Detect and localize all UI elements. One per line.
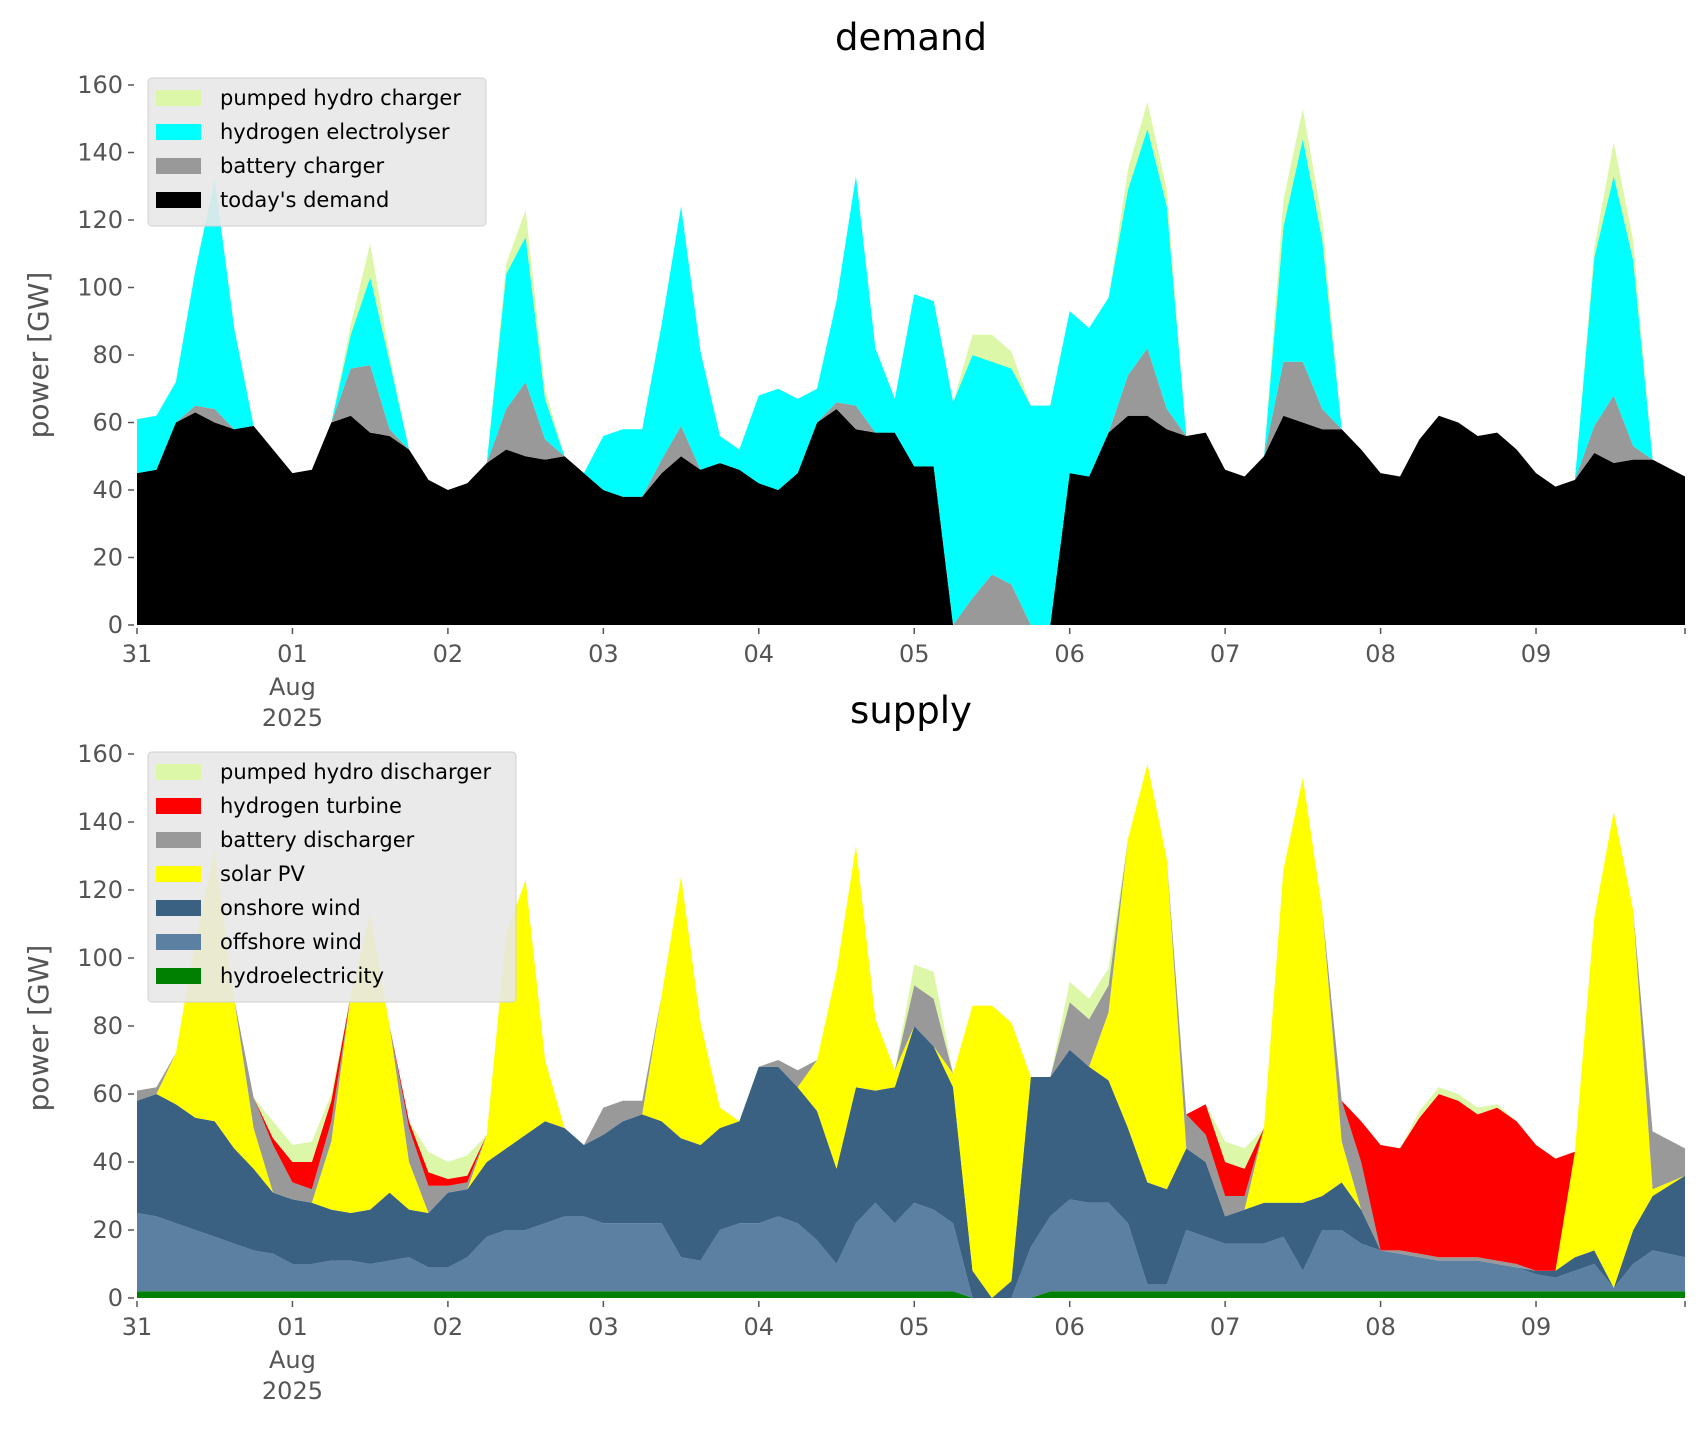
y-tick-label: 80 [92, 1012, 123, 1040]
legend-label-hydroelectricity: hydroelectricity [220, 964, 384, 988]
x-tick-label: 09 [1521, 640, 1552, 668]
legend-label-solar-pv: solar PV [220, 862, 305, 886]
x-tick-label: 03 [588, 1313, 619, 1341]
x-tick-label: 01 [277, 1313, 308, 1341]
y-tick-label: 60 [92, 409, 123, 437]
x-tick-label: 07 [1210, 1313, 1241, 1341]
y-tick-label: 120 [77, 876, 123, 904]
x-tick-label: 05 [899, 640, 930, 668]
x-tick-label: 05 [899, 1313, 930, 1341]
legend-swatch-today-s-demand [156, 192, 201, 208]
chart-title: supply [850, 689, 972, 732]
x-tick-month-label: Aug [269, 1346, 316, 1374]
legend-label-pumped-hydro-charger: pumped hydro charger [220, 86, 461, 110]
legend-label-pumped-hydro-discharger: pumped hydro discharger [220, 760, 491, 784]
x-tick-label: 06 [1054, 1313, 1085, 1341]
y-tick-label: 160 [77, 740, 123, 768]
legend-label-onshore-wind: onshore wind [220, 896, 361, 920]
x-tick-year-label: 2025 [262, 704, 323, 732]
x-tick-label: 02 [433, 1313, 464, 1341]
legend-label-today-s-demand: today's demand [220, 188, 389, 212]
y-axis-label: power [GW] [22, 272, 55, 439]
legend-swatch-offshore-wind [156, 934, 201, 950]
x-tick-label: 04 [744, 1313, 775, 1341]
y-tick-label: 60 [92, 1080, 123, 1108]
legend-label-battery-discharger: battery discharger [220, 828, 415, 852]
chart-title: demand [835, 16, 987, 59]
legend-swatch-hydrogen-turbine [156, 798, 201, 814]
legend-swatch-hydrogen-electrolyser [156, 124, 201, 140]
legend-label-offshore-wind: offshore wind [220, 930, 362, 954]
legend-swatch-pumped-hydro-discharger [156, 764, 201, 780]
x-tick-year-label: 2025 [262, 1377, 323, 1405]
y-tick-label: 20 [92, 1216, 123, 1244]
y-tick-label: 160 [77, 71, 123, 99]
y-tick-label: 20 [92, 544, 123, 572]
y-tick-label: 120 [77, 206, 123, 234]
legend-label-hydrogen-electrolyser: hydrogen electrolyser [220, 120, 450, 144]
x-tick-label: 31 [122, 1313, 153, 1341]
legend-swatch-battery-discharger [156, 832, 201, 848]
area-hydroelectricity [137, 1291, 1685, 1298]
legend-swatch-battery-charger [156, 158, 201, 174]
legend-swatch-onshore-wind [156, 900, 201, 916]
x-tick-month-label: Aug [269, 673, 316, 701]
y-tick-label: 0 [108, 611, 123, 639]
x-tick-label: 02 [433, 640, 464, 668]
x-tick-label: 04 [744, 640, 775, 668]
x-tick-label: 03 [588, 640, 619, 668]
demand-legend: pumped hydro charger hydrogen electrolyse… [148, 78, 486, 226]
x-tick-label: 08 [1365, 640, 1396, 668]
x-tick-label: 09 [1521, 1313, 1552, 1341]
y-tick-label: 100 [77, 274, 123, 302]
y-tick-label: 100 [77, 944, 123, 972]
y-axis-label: power [GW] [22, 945, 55, 1112]
x-tick-label: 31 [122, 640, 153, 668]
legend-swatch-pumped-hydro-charger [156, 90, 201, 106]
legend-swatch-solar-pv [156, 866, 201, 882]
y-tick-label: 0 [108, 1284, 123, 1312]
y-tick-label: 80 [92, 341, 123, 369]
supply-legend: pumped hydro discharger hydrogen turbine b… [148, 752, 516, 1002]
y-tick-label: 40 [92, 1148, 123, 1176]
x-tick-label: 07 [1210, 640, 1241, 668]
x-tick-label: 06 [1054, 640, 1085, 668]
legend-label-battery-charger: battery charger [220, 154, 385, 178]
y-tick-label: 140 [77, 139, 123, 167]
legend-swatch-hydroelectricity [156, 968, 201, 984]
y-tick-label: 140 [77, 808, 123, 836]
legend-label-hydrogen-turbine: hydrogen turbine [220, 794, 402, 818]
y-tick-label: 40 [92, 476, 123, 504]
x-tick-label: 01 [277, 640, 308, 668]
x-tick-label: 08 [1365, 1313, 1396, 1341]
